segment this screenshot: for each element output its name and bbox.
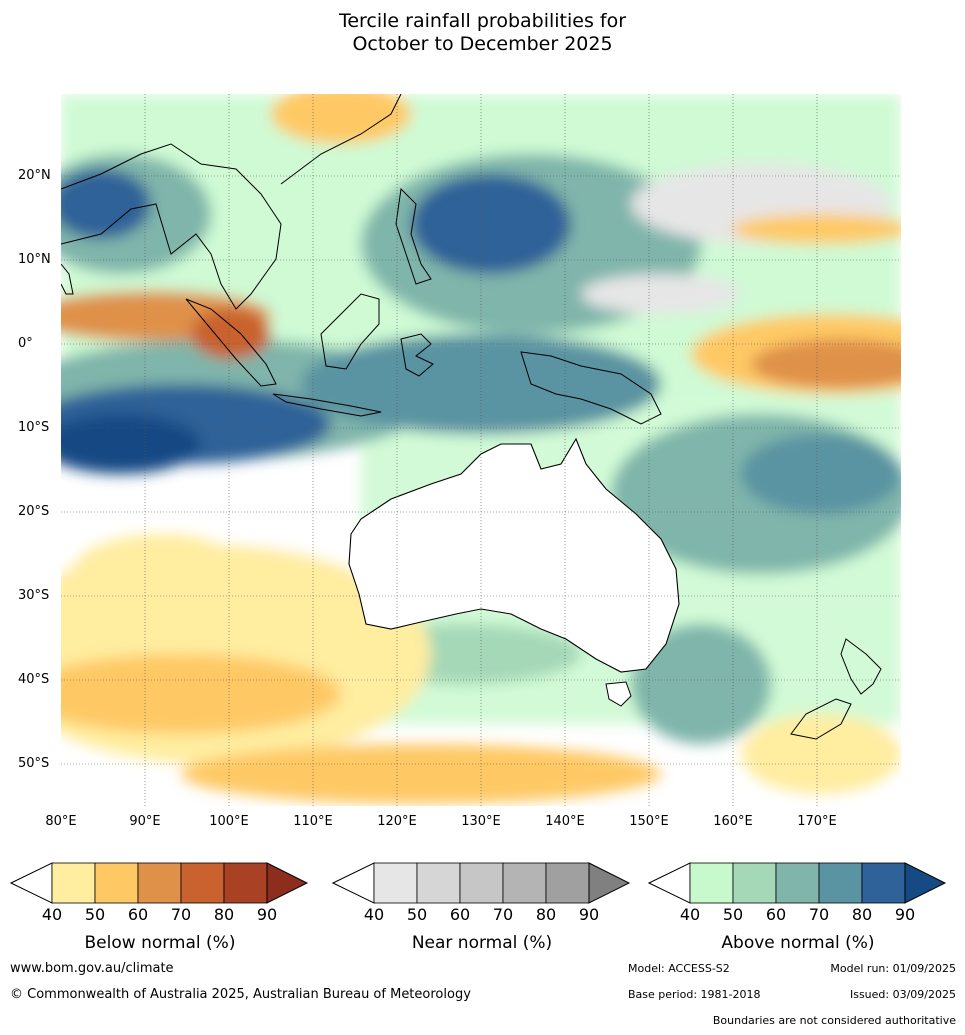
- cb-tick: 40: [41, 905, 63, 924]
- lat-label-30s: 30°S: [18, 588, 50, 603]
- colorbar-right-extension: [588, 862, 631, 904]
- cb-tick: 50: [406, 905, 428, 924]
- borneo-outline: [320, 293, 380, 370]
- lat-label-10s: 10°S: [18, 420, 50, 435]
- cb-tick: 70: [170, 905, 192, 924]
- cb-tick: 40: [363, 905, 385, 924]
- lon-label-150e: 150°E: [629, 814, 669, 829]
- colorbar-segment: [545, 862, 590, 904]
- cb-tick: 40: [679, 905, 701, 924]
- colorbar-segment: [775, 862, 820, 904]
- colorbar-segment: [861, 862, 906, 904]
- title-line-2: October to December 2025: [352, 33, 613, 55]
- colorbar-segment: [502, 862, 547, 904]
- title-line-1: Tercile rainfall probabilities for: [338, 10, 627, 32]
- cb-tick: 80: [851, 905, 873, 924]
- cb-tick: 70: [492, 905, 514, 924]
- colorbar-segment: [51, 862, 96, 904]
- colorbar-above-normal: [648, 862, 947, 904]
- map-canvas: [61, 94, 901, 806]
- cb-tick: 80: [535, 905, 557, 924]
- lat-label-50s: 50°S: [18, 756, 50, 771]
- new-guinea-outline: [520, 351, 662, 425]
- lon-label-170e: 170°E: [797, 814, 837, 829]
- lon-label-80e: 80°E: [45, 814, 77, 829]
- colorbar-segment: [180, 862, 225, 904]
- china-coastline: [280, 94, 402, 185]
- cb-tick: 50: [722, 905, 744, 924]
- lon-label-160e: 160°E: [713, 814, 753, 829]
- lon-label-130e: 130°E: [461, 814, 501, 829]
- cb-tick: 90: [578, 905, 600, 924]
- footer-model-run: Model run: 01/09/2025: [830, 962, 956, 975]
- lon-label-110e: 110°E: [293, 814, 333, 829]
- colorbar-segment: [137, 862, 182, 904]
- cb-tick: 60: [127, 905, 149, 924]
- philippines-outline: [395, 187, 432, 285]
- lat-label-40s: 40°S: [18, 672, 50, 687]
- colorbar-segment: [373, 862, 418, 904]
- sumatra-outline: [185, 298, 277, 387]
- colorbar-near-normal: [332, 862, 631, 904]
- colorbar-segment: [94, 862, 139, 904]
- nz-north-island: [840, 638, 882, 695]
- colorbar-left-extension: [332, 862, 375, 904]
- colorbar-segment: [732, 862, 777, 904]
- footer-url[interactable]: www.bom.gov.au/climate: [10, 961, 174, 976]
- australia-outline: [348, 437, 680, 673]
- java-outline: [272, 393, 382, 417]
- colorbar-right-extension: [904, 862, 947, 904]
- footer-copyright: © Commonwealth of Australia 2025, Austra…: [10, 987, 471, 1002]
- lat-label-20s: 20°S: [18, 504, 50, 519]
- colorbar-left-extension: [10, 862, 53, 904]
- footer-model: Model: ACCESS-S2: [628, 962, 730, 975]
- cb-tick: 60: [449, 905, 471, 924]
- lat-label-20n: 20°N: [18, 168, 51, 183]
- lon-label-100e: 100°E: [209, 814, 249, 829]
- lon-label-140e: 140°E: [545, 814, 585, 829]
- cb-tick: 60: [765, 905, 787, 924]
- rainfall-probability-map: [61, 94, 901, 806]
- asia-coastline: [61, 143, 282, 310]
- colorbar-left-extension: [648, 862, 691, 904]
- colorbar-segment: [818, 862, 863, 904]
- lat-label-0: 0°: [18, 336, 33, 351]
- colorbar-below-normal: [10, 862, 309, 904]
- colorbar-segment: [416, 862, 461, 904]
- footer-base-period: Base period: 1981-2018: [628, 988, 761, 1001]
- footer-issued: Issued: 03/09/2025: [849, 988, 956, 1001]
- lon-label-90e: 90°E: [129, 814, 161, 829]
- colorbar-title-below: Below normal (%): [84, 933, 236, 953]
- map-title: Tercile rainfall probabilities for Octob…: [0, 10, 965, 56]
- tasmania-outline: [605, 681, 632, 707]
- colorbar-segment: [223, 862, 268, 904]
- colorbar-title-above: Above normal (%): [721, 933, 875, 953]
- cb-tick: 80: [213, 905, 235, 924]
- sulawesi-outline: [400, 333, 434, 377]
- colorbar-title-near: Near normal (%): [411, 933, 553, 953]
- cb-tick: 50: [84, 905, 106, 924]
- lat-label-10n: 10°N: [18, 252, 51, 267]
- graticule: [61, 94, 901, 806]
- footer-disclaimer: Boundaries are not considered authoritat…: [712, 1014, 956, 1027]
- colorbar-right-extension: [266, 862, 309, 904]
- colorbar-segment: [459, 862, 504, 904]
- cb-tick: 90: [256, 905, 278, 924]
- cb-tick: 70: [808, 905, 830, 924]
- nz-south-island: [790, 698, 852, 740]
- sri-lanka-outline: [61, 263, 74, 295]
- lon-label-120e: 120°E: [377, 814, 417, 829]
- cb-tick: 90: [894, 905, 916, 924]
- colorbar-segment: [689, 862, 734, 904]
